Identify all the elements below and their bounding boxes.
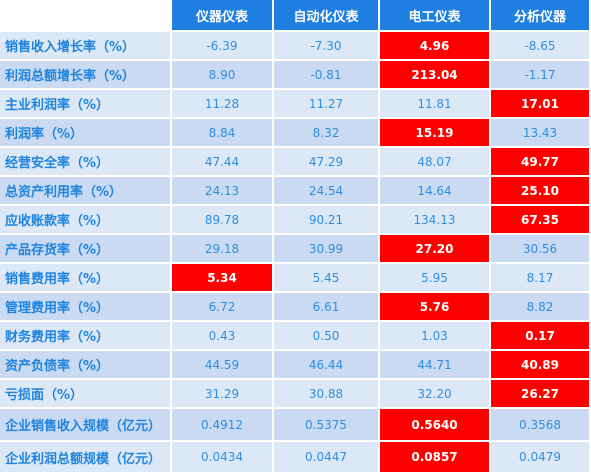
table-cell-highlight: 26.27	[491, 380, 591, 409]
table-cell: 47.29	[274, 148, 380, 177]
table-cell-highlight: 4.96	[380, 32, 491, 61]
table-cell: -6.39	[172, 32, 274, 61]
table-cell-highlight: 27.20	[380, 235, 491, 264]
table-cell-highlight: 5.76	[380, 293, 491, 322]
row-label: 总资产利用率（%）	[0, 177, 172, 206]
header-instrument: 仪器仪表	[172, 0, 274, 32]
table-cell: 44.59	[172, 351, 274, 380]
row-label: 企业销售收入规模（亿元）	[0, 409, 172, 442]
row-label: 销售费用率（%）	[0, 264, 172, 293]
row-label: 财务费用率（%）	[0, 322, 172, 351]
table-cell: 11.28	[172, 90, 274, 119]
table-cell: 31.29	[172, 380, 274, 409]
table-cell: 47.44	[172, 148, 274, 177]
table-cell: 24.13	[172, 177, 274, 206]
table-cell: 6.61	[274, 293, 380, 322]
table-cell: 30.56	[491, 235, 591, 264]
table-cell-highlight: 49.77	[491, 148, 591, 177]
row-label: 管理费用率（%）	[0, 293, 172, 322]
table-cell-highlight: 5.34	[172, 264, 274, 293]
header-automation: 自动化仪表	[274, 0, 380, 32]
row-label: 利润率（%）	[0, 119, 172, 148]
table-cell-highlight: 67.35	[491, 206, 591, 235]
row-label: 亏损面（%）	[0, 380, 172, 409]
table-cell: 30.88	[274, 380, 380, 409]
table-cell: -0.81	[274, 61, 380, 90]
table-cell: 30.99	[274, 235, 380, 264]
table-cell: 8.84	[172, 119, 274, 148]
row-label: 销售收入增长率（%）	[0, 32, 172, 61]
header-analysis: 分析仪器	[491, 0, 591, 32]
table-cell: 14.64	[380, 177, 491, 206]
table-cell: 8.82	[491, 293, 591, 322]
table-cell: 46.44	[274, 351, 380, 380]
table-cell: 0.4912	[172, 409, 274, 442]
table-cell: 0.50	[274, 322, 380, 351]
table-cell: 90.21	[274, 206, 380, 235]
table-cell-highlight: 0.5640	[380, 409, 491, 442]
table-cell: 89.78	[172, 206, 274, 235]
table-cell: 13.43	[491, 119, 591, 148]
table-cell-highlight: 15.19	[380, 119, 491, 148]
table-cell: 0.5375	[274, 409, 380, 442]
table-cell: -1.17	[491, 61, 591, 90]
table-cell: 8.17	[491, 264, 591, 293]
table-cell-highlight: 40.89	[491, 351, 591, 380]
table-cell: 0.0479	[491, 442, 591, 474]
header-corner	[0, 0, 172, 32]
table-cell: 8.90	[172, 61, 274, 90]
table-cell: 48.07	[380, 148, 491, 177]
table-cell: 29.18	[172, 235, 274, 264]
table-cell: 32.20	[380, 380, 491, 409]
table-cell: -8.65	[491, 32, 591, 61]
table-cell: 0.0447	[274, 442, 380, 474]
row-label: 产品存货率（%）	[0, 235, 172, 264]
row-label: 利润总额增长率（%）	[0, 61, 172, 90]
header-electrical: 电工仪表	[380, 0, 491, 32]
table-cell-highlight: 0.17	[491, 322, 591, 351]
row-label: 主业利润率（%）	[0, 90, 172, 119]
table-cell: 11.27	[274, 90, 380, 119]
table-cell-highlight: 0.0857	[380, 442, 491, 474]
table-cell: -7.30	[274, 32, 380, 61]
row-label: 企业利润总额规模（亿元）	[0, 442, 172, 474]
table-cell: 0.43	[172, 322, 274, 351]
table-cell: 0.0434	[172, 442, 274, 474]
table-cell: 44.71	[380, 351, 491, 380]
table-cell: 24.54	[274, 177, 380, 206]
table-cell: 11.81	[380, 90, 491, 119]
table-cell-highlight: 25.10	[491, 177, 591, 206]
table-cell: 5.95	[380, 264, 491, 293]
table-cell: 0.3568	[491, 409, 591, 442]
row-label: 资产负债率（%）	[0, 351, 172, 380]
row-label: 经营安全率（%）	[0, 148, 172, 177]
table-cell-highlight: 17.01	[491, 90, 591, 119]
table-cell: 5.45	[274, 264, 380, 293]
table-cell: 6.72	[172, 293, 274, 322]
table-cell: 134.13	[380, 206, 491, 235]
table-cell-highlight: 213.04	[380, 61, 491, 90]
table-cell: 8.32	[274, 119, 380, 148]
table-cell: 1.03	[380, 322, 491, 351]
row-label: 应收账款率（%）	[0, 206, 172, 235]
